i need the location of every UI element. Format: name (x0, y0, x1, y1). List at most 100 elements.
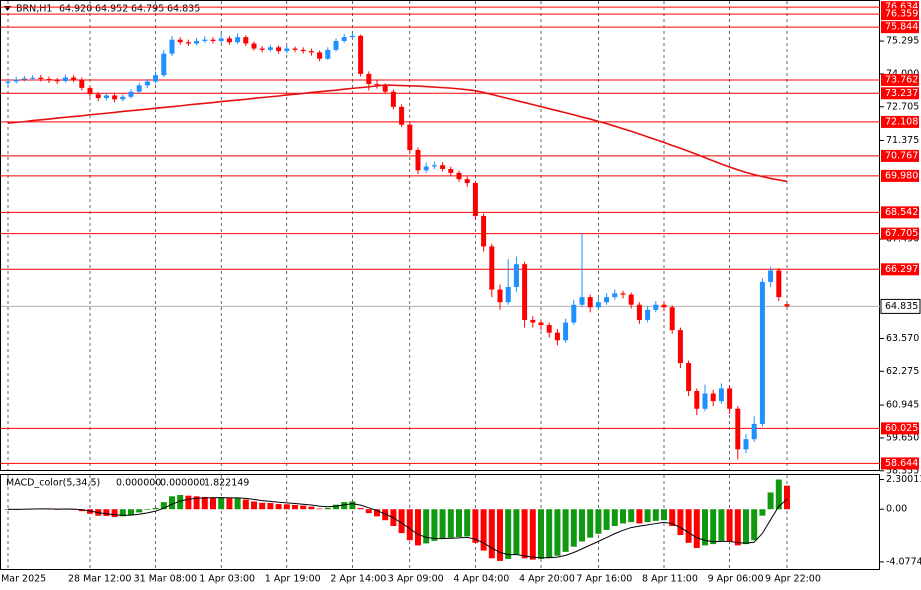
macd-bar (160, 502, 167, 510)
y-tick-label: 74.000 (886, 68, 919, 79)
candle-body (653, 304, 659, 310)
macd-bar (488, 509, 495, 559)
macd-bar (661, 509, 667, 521)
level-label-box (881, 115, 919, 128)
candle-body (333, 40, 339, 50)
macd-bar (374, 509, 380, 517)
macd-bar (431, 509, 438, 541)
level-label-box (881, 206, 919, 219)
candle-body (759, 281, 765, 424)
macd-bar (439, 509, 446, 539)
candle-body (54, 80, 60, 82)
candle-body (718, 388, 724, 402)
candle-body (210, 39, 216, 41)
candle-body (686, 363, 692, 391)
candle-body (571, 304, 577, 323)
level-label: 72.108 (885, 116, 918, 127)
x-tick-label: 7 Apr 16:00 (576, 574, 632, 585)
level-label: 73.237 (885, 88, 918, 99)
macd-bar (357, 507, 364, 510)
macd-bar (283, 504, 290, 510)
macd-bar (579, 509, 585, 542)
candle-body (300, 49, 306, 52)
x-tick-label: 28 Mar 12:00 (68, 574, 131, 585)
macd-bar (259, 502, 266, 510)
x-tick-label: 8 Apr 11:00 (642, 574, 698, 585)
candle-body (415, 150, 421, 171)
macd-bar (644, 509, 651, 523)
open-label: 64.920 (59, 4, 92, 15)
candle-body (538, 322, 544, 326)
level-label: 58.644 (885, 458, 918, 469)
macd-bar (767, 492, 774, 510)
candle-body (144, 81, 150, 86)
macd-bar (464, 509, 471, 537)
macd-bar (119, 509, 126, 517)
macd-bar (743, 509, 749, 545)
macd-bar (251, 501, 257, 510)
candle-body (341, 37, 347, 41)
y-tick-label: 63.570 (886, 333, 919, 344)
candle-body (5, 81, 11, 83)
candle-body (776, 270, 782, 298)
x-tick-label: 31 Mar 08:00 (134, 574, 197, 585)
level-label-box (881, 457, 919, 470)
macd-bar (603, 509, 610, 530)
y-tick-label: 58.355 (886, 465, 919, 476)
candle-body (513, 264, 519, 287)
macd-bar (177, 495, 184, 510)
level-label: 76.359 (885, 9, 918, 20)
x-tick-label: 1 Apr 19:00 (265, 574, 321, 585)
macd-bar (349, 501, 356, 510)
candle-body (702, 393, 708, 409)
macd-bar (333, 504, 339, 510)
macd-bar (201, 496, 208, 510)
candle-body (235, 37, 241, 43)
candle-body (390, 91, 396, 107)
candle-body (530, 319, 536, 323)
y-tick-label: 75.295 (886, 36, 919, 47)
level-label-box (881, 8, 919, 21)
candle-body (112, 95, 118, 100)
level-label: 68.542 (885, 207, 918, 218)
macd-bar (423, 509, 430, 544)
level-label-box (881, 169, 919, 182)
macd-bar (365, 509, 372, 514)
macd-bar (505, 509, 512, 559)
candle-body (399, 106, 405, 125)
candle-body (669, 307, 675, 331)
macd-bar (456, 509, 462, 537)
macd-bar (111, 509, 118, 517)
low-label: 64.795 (131, 4, 164, 15)
macd-bar (693, 509, 700, 548)
candle-body (604, 297, 610, 303)
candle-body (563, 322, 569, 341)
macd-bar (702, 509, 708, 546)
macd-bar (677, 509, 684, 536)
y-tick-label: 71.375 (886, 135, 919, 146)
candle-body (472, 182, 478, 216)
macd-value: 1.822149 (204, 478, 249, 489)
moving-average (7, 84, 788, 183)
candle-body (194, 40, 200, 44)
candle-body (103, 95, 109, 99)
candle-body (87, 87, 93, 95)
macd-bar (628, 509, 635, 523)
candle-body (727, 388, 733, 409)
candle-body (13, 79, 19, 82)
candle-body (177, 39, 183, 43)
macd-bar (136, 509, 143, 513)
level-label-box (881, 227, 919, 240)
macd-value: 0.000000 (160, 478, 205, 489)
level-label: 75.844 (885, 22, 918, 33)
macd-bar (652, 509, 659, 521)
candle-body (30, 77, 36, 79)
macd-value: 0.000000 (116, 478, 161, 489)
macd-bar (784, 485, 790, 510)
candle-body (185, 42, 191, 44)
macd-bar (685, 509, 692, 543)
candle-body (226, 38, 232, 43)
candle-body (407, 124, 413, 151)
